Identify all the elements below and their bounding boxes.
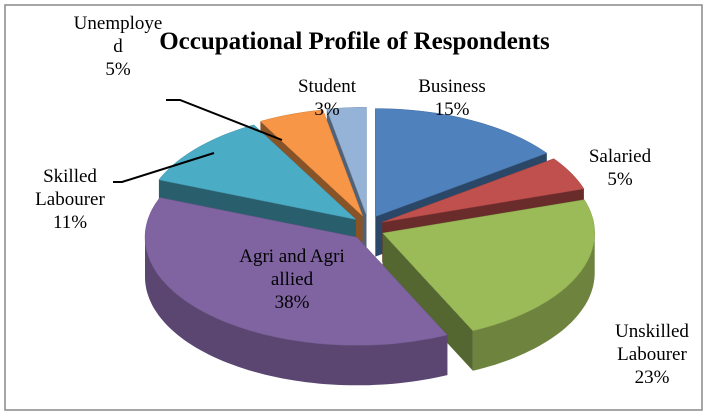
value-label: 11% bbox=[52, 212, 88, 233]
data-label: Unemployed 5% bbox=[72, 12, 164, 81]
slice bbox=[158, 124, 357, 220]
data-label: Skilled Labourer 11% bbox=[20, 165, 120, 234]
leader-line bbox=[166, 99, 283, 141]
slice bbox=[382, 199, 595, 332]
chart-title: Occupational Profile of Respondents bbox=[159, 28, 550, 55]
pie bbox=[144, 107, 595, 386]
category-label: Unemployed bbox=[73, 13, 163, 57]
category-label: Salaried bbox=[588, 146, 652, 167]
slice bbox=[375, 108, 548, 217]
slice-side bbox=[145, 237, 448, 386]
data-label: Unskilled Labourer 23% bbox=[602, 320, 702, 389]
data-label: Business 15% bbox=[392, 75, 512, 121]
data-label: Student 3% bbox=[292, 75, 362, 121]
data-label: Agri and Agri allied 38% bbox=[237, 245, 347, 314]
value-label: 15% bbox=[434, 99, 470, 120]
value-label: 5% bbox=[607, 169, 633, 190]
category-label: Business bbox=[418, 76, 486, 97]
leader-line bbox=[113, 152, 215, 183]
data-label: Salaried 5% bbox=[575, 145, 665, 191]
slice-side bbox=[472, 233, 595, 371]
category-label: Agri and Agri allied bbox=[239, 246, 345, 290]
category-label: Skilled Labourer bbox=[35, 166, 105, 210]
value-label: 5% bbox=[105, 59, 131, 80]
slice bbox=[144, 197, 448, 346]
value-label: 38% bbox=[274, 292, 310, 313]
slice-side bbox=[382, 233, 473, 371]
value-label: 3% bbox=[314, 99, 340, 120]
slice bbox=[259, 109, 363, 217]
category-label: Student bbox=[297, 76, 357, 97]
slice bbox=[326, 107, 367, 216]
category-label: Unskilled Labourer bbox=[615, 321, 689, 365]
slice bbox=[382, 158, 585, 223]
value-label: 23% bbox=[634, 367, 670, 388]
